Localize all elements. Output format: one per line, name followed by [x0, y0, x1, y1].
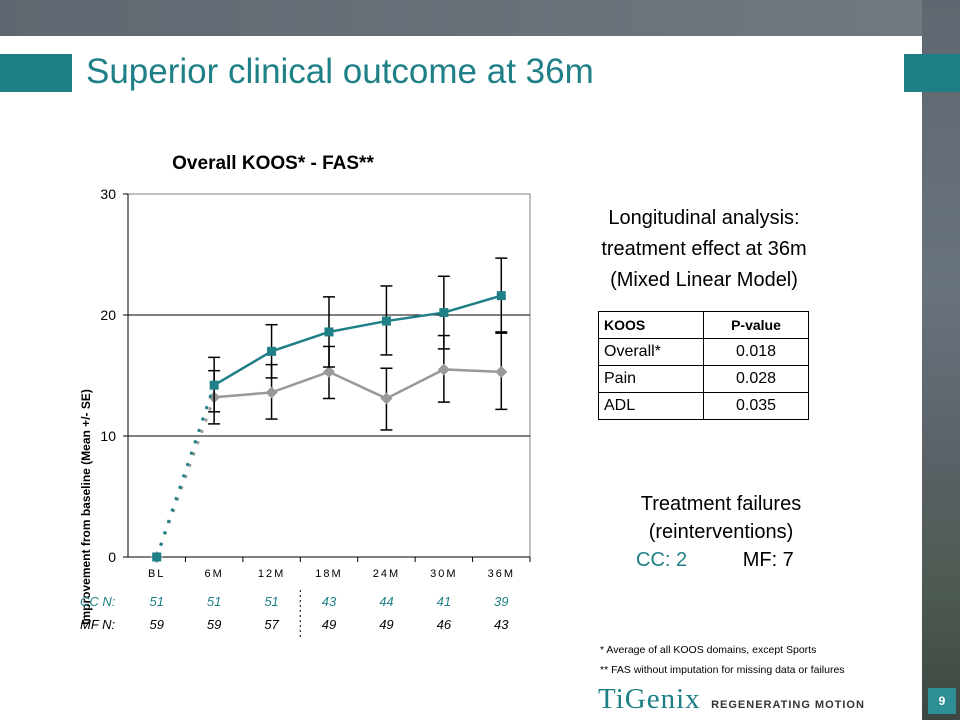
analysis-line-1: Longitudinal analysis:: [608, 207, 800, 229]
failures-cc: CC: 2: [636, 549, 688, 571]
data-point: [380, 392, 393, 405]
table-row: ADL 0.035: [598, 392, 809, 420]
plot-area: [127, 193, 531, 558]
background-top: [0, 0, 922, 36]
x-tick-label: 36M: [488, 568, 515, 580]
n-value: 49: [379, 617, 393, 632]
failures-line-2: (reinterventions): [648, 521, 794, 543]
series-dashed-segment: [155, 396, 216, 558]
row-label: Pain: [598, 365, 704, 393]
header-koos: KOOS: [598, 311, 704, 339]
n-value: 57: [264, 617, 279, 632]
table-header-row: KOOS P-value: [598, 311, 809, 339]
series-layer: [150, 257, 508, 563]
failures-counts: CC: 2 MF: 7: [606, 546, 836, 574]
data-point: [323, 365, 335, 378]
failures-panel: Treatment failures (reinterventions) CC:…: [606, 490, 836, 574]
data-point: [496, 291, 506, 301]
n-table: CC N: 51 51 51 43 44 41 39 MF N: 59 59 57 49 49 46 43: [80, 590, 509, 637]
y-tick-label: 10: [100, 428, 116, 444]
y-ticks: 0 10 20 30: [100, 186, 128, 565]
background-right: [922, 0, 960, 720]
series-dashed-segment: [155, 384, 216, 558]
series-line: [213, 294, 502, 387]
data-point: [267, 346, 277, 356]
x-ticks: BL 6M 12M 18M 24M 30M 36M: [148, 557, 531, 580]
logo-tagline: REGENERATING MOTION: [711, 699, 865, 711]
n-value: 59: [149, 617, 163, 632]
data-point: [439, 308, 449, 318]
data-point: [152, 552, 162, 562]
y-tick-label: 20: [100, 307, 116, 323]
koos-chart: Overall KOOS* - FAS** Improvement from b…: [79, 153, 531, 637]
n-value: 39: [494, 594, 508, 609]
analysis-line-3: (Mixed Linear Model): [610, 269, 798, 291]
n-value: 43: [322, 594, 337, 609]
row-label: Overall*: [598, 338, 704, 366]
data-point: [265, 386, 278, 399]
x-tick-label: BL: [148, 568, 165, 580]
n-value: 49: [322, 617, 336, 632]
analysis-panel: Longitudinal analysis: treatment effect …: [586, 203, 822, 296]
x-tick-label: 30M: [430, 568, 457, 580]
n-value: 46: [437, 617, 452, 632]
series-line: [214, 368, 502, 400]
failures-line-1: Treatment failures: [640, 493, 802, 515]
y-tick-label: 0: [108, 549, 116, 565]
x-tick-label: 12M: [258, 568, 285, 580]
row-value: 0.028: [703, 365, 809, 393]
n-value: 51: [149, 594, 163, 609]
data-point: [209, 380, 219, 390]
n-row-label: CC N:: [80, 594, 116, 609]
n-value: 51: [207, 594, 221, 609]
slide-title: Superior clinical outcome at 36m: [86, 52, 594, 91]
row-label: ADL: [598, 392, 704, 420]
data-point: [495, 365, 508, 378]
title-accent-left: [0, 54, 72, 92]
chart-title: Overall KOOS* - FAS**: [172, 153, 374, 174]
row-value: 0.035: [703, 392, 809, 420]
n-value: 51: [264, 594, 278, 609]
n-value: 44: [379, 594, 393, 609]
x-tick-label: 24M: [373, 568, 400, 580]
data-point: [381, 316, 391, 326]
y-axis-label: Improvement from baseline (Mean +/- SE): [79, 389, 93, 625]
title-accent-right: [904, 54, 960, 92]
page-number: 9: [928, 688, 956, 714]
footnote-1: * Average of all KOOS domains, except Sp…: [600, 644, 817, 656]
n-value: 41: [437, 594, 451, 609]
footnote-2: ** FAS without imputation for missing da…: [600, 664, 845, 676]
n-value: 59: [207, 617, 221, 632]
analysis-line-2: treatment effect at 36m: [601, 238, 807, 260]
series-cc: [152, 257, 508, 562]
n-value: 43: [494, 617, 509, 632]
failures-mf: MF: 7: [742, 549, 794, 571]
n-row-label: MF N:: [80, 617, 116, 632]
koos-pvalue-table: KOOS P-value Overall* 0.018 Pain 0.028 A…: [598, 311, 809, 420]
header-pvalue: P-value: [703, 311, 809, 339]
x-tick-label: 18M: [315, 568, 342, 580]
table-row: Overall* 0.018: [598, 338, 809, 366]
logo-brand: TiGenix: [598, 683, 701, 715]
y-tick-label: 30: [100, 186, 116, 202]
table-row: Pain 0.028: [598, 365, 809, 393]
row-value: 0.018: [703, 338, 809, 366]
tigenix-logo: TiGenix REGENERATING MOTION: [598, 683, 865, 716]
data-point: [324, 327, 334, 337]
x-tick-label: 6M: [205, 568, 224, 580]
data-point: [437, 363, 450, 376]
